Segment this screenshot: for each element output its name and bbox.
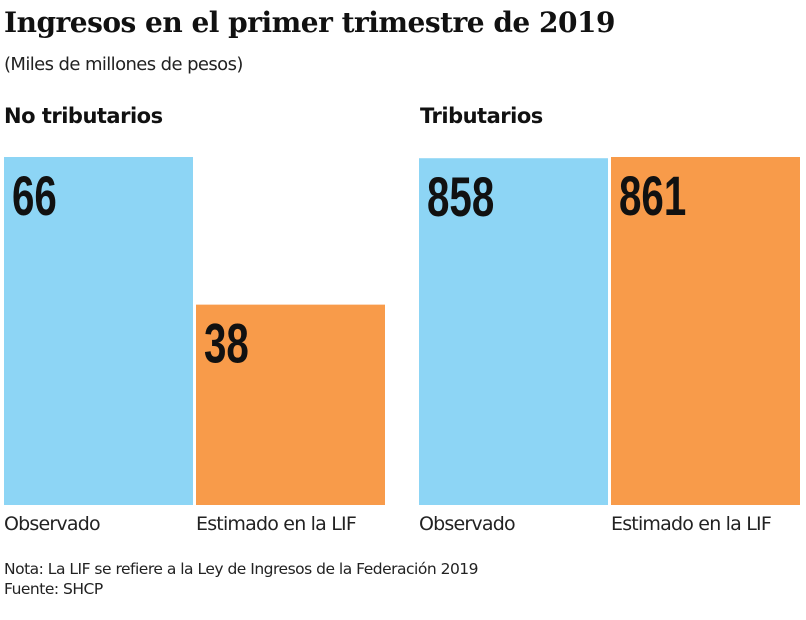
data-label: 38 — [204, 313, 249, 375]
bar-no-tributarios-observado — [4, 157, 193, 505]
panel-title-tributarios: Tributarios — [420, 104, 543, 128]
bar-tributarios-observado — [419, 158, 608, 506]
data-label: 66 — [12, 166, 57, 228]
category-label: Observado — [419, 513, 515, 535]
source-text: Fuente: SHCP — [4, 580, 103, 598]
data-label: 861 — [619, 166, 686, 228]
chart-subtitle: (Miles de millones de pesos) — [4, 54, 243, 75]
panel-title-no-tributarios: No tributarios — [4, 104, 163, 128]
note-text: Nota: La LIF se refiere a la Ley de Ingr… — [4, 560, 479, 578]
category-label: Observado — [4, 513, 100, 535]
data-label: 858 — [427, 167, 494, 229]
chart-title: Ingresos en el primer trimestre de 2019 — [4, 6, 615, 39]
category-label: Estimado en la LIF — [196, 513, 356, 535]
bar-no-tributarios-estimado — [196, 304, 385, 505]
bar-tributarios-estimado — [611, 157, 800, 505]
category-label: Estimado en la LIF — [611, 513, 771, 535]
